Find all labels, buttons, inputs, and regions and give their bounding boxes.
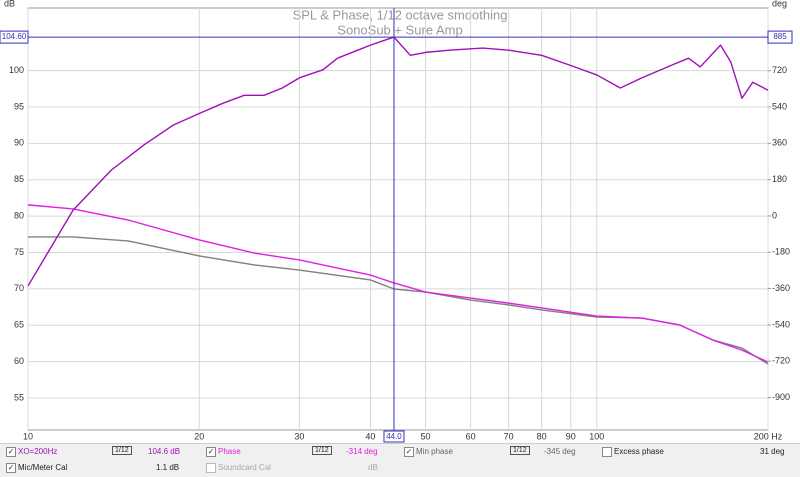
legend-name[interactable]: Min phase [416,447,453,456]
legend-name[interactable]: Phase [218,447,241,456]
y2-tick-label: -720 [772,356,790,366]
x-tick-label: 60 [466,431,476,441]
chart-title: SPL & Phase, 1/12 octave smoothing [293,7,508,22]
checkbox[interactable]: ✓ [6,447,16,457]
y-tick-label: 75 [14,247,24,257]
y2-tick-label: -360 [772,283,790,293]
chart: SPL & Phase, 1/12 octave smoothing SonoS… [0,0,793,443]
y2-tick-label: 180 [772,174,787,184]
cal-label[interactable]: Mic/Meter Cal [18,463,68,472]
cursor-label: 44.0 [386,432,402,441]
x-tick-label: 100 [589,431,604,441]
x-tick-label: 50 [421,431,431,441]
x-tick-label: 20 [194,431,204,441]
y-tick-label: 100 [9,65,24,75]
y2-tick-label: 360 [772,138,787,148]
cal-label[interactable]: Soundcard Cal [218,463,271,472]
checkbox[interactable]: ✓ [6,463,16,473]
checkbox[interactable] [602,447,612,457]
series-line [27,36,769,287]
y-tick-label: 60 [14,356,24,366]
y-tick-label: 55 [14,392,24,402]
smoothing[interactable]: 1/12 [112,446,132,455]
y2-tick-label: -540 [772,319,790,329]
legend-name[interactable]: XO=200Hz [18,447,58,456]
cursor-box [383,430,405,443]
chart-subtitle: SonoSub + Sure Amp [337,22,462,37]
x-tick-label: 70 [504,431,514,441]
legend-name[interactable]: Excess phase [614,447,664,456]
cursor-box [767,30,793,44]
readout: -345 deg [544,447,576,456]
checkbox[interactable]: ✓ [206,447,216,457]
x-tick-label: 10 [23,431,33,441]
checkbox[interactable] [206,463,216,473]
y-tick-label: 70 [14,283,24,293]
readout: 104.6 dB [148,447,181,456]
y2-tick-label: -900 [772,392,790,402]
smoothing[interactable]: 1/12 [312,446,332,455]
readout: 31 deg [760,447,785,456]
y-axis-label: dB [4,0,15,8]
legend-panel: ✓ XO=200Hz 1/12 104.6 dB ✓ Phase 1/12 -3… [0,443,800,477]
x-tick-label: 30 [294,431,304,441]
x-tick-label: 90 [566,431,576,441]
y-tick-label: 85 [14,174,24,184]
cursor-label: 104.60 [2,32,27,41]
y2-axis-label: deg [772,0,787,8]
cursor-box [0,30,29,44]
y-tick-label: 80 [14,210,24,220]
x-tick-label: 200 Hz [754,431,783,441]
y-tick-label: 90 [14,138,24,148]
y2-tick-label: -180 [772,247,790,257]
smoothing[interactable]: 1/12 [510,446,530,455]
y-tick-label: 95 [14,101,24,111]
cursor-label: 885 [773,32,787,41]
y2-tick-label: 540 [772,101,787,111]
series-line [27,204,769,363]
y2-tick-label: 720 [772,65,787,75]
checkbox[interactable]: ✓ [404,447,414,457]
x-tick-label: 80 [537,431,547,441]
readout: -314 deg [346,447,378,456]
readout: 1.1 dB [156,463,180,472]
plot-area [27,7,769,431]
y-tick-label: 65 [14,320,24,330]
x-tick-label: 40 [365,431,375,441]
readout: dB [368,463,378,472]
y2-tick-label: 0 [772,210,777,220]
